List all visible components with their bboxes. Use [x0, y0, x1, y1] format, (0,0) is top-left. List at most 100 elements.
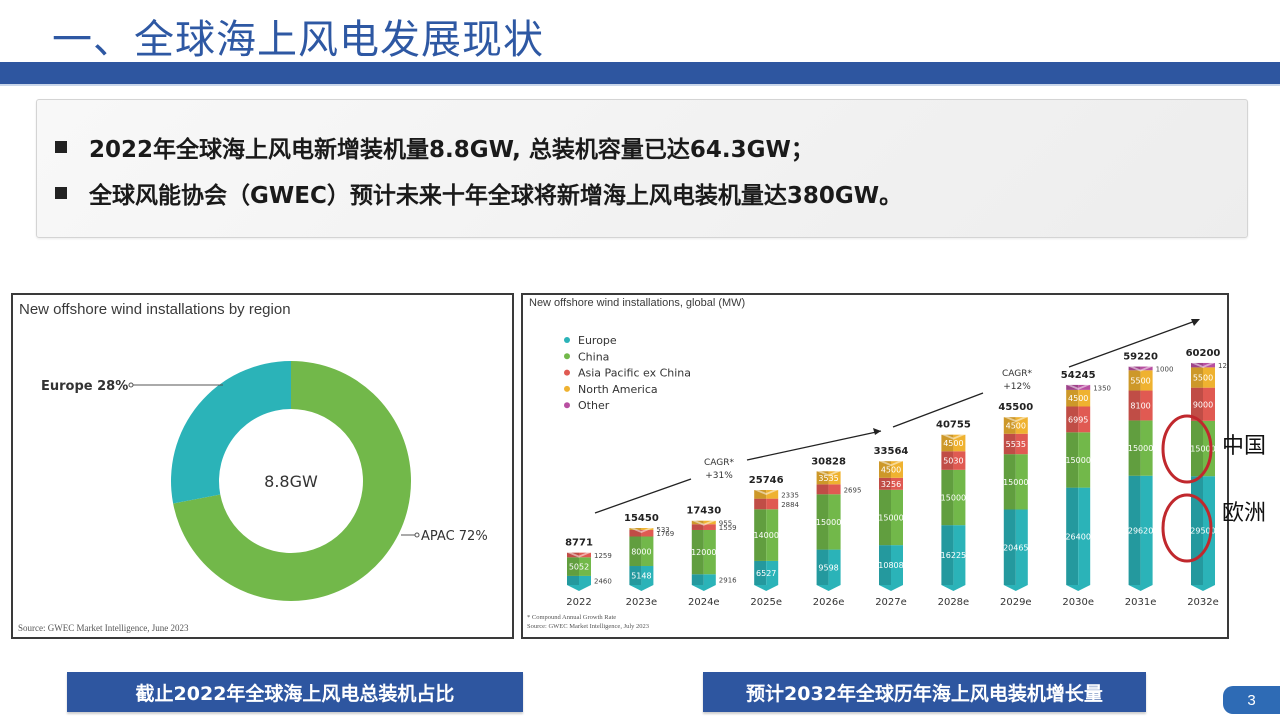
- bar-segment-europe: [1128, 475, 1141, 585]
- bar-segment-shade: [879, 545, 891, 585]
- cagr-value: +12%: [1003, 382, 1031, 392]
- legend-marker: [564, 385, 570, 392]
- bar-segment-shade: [879, 477, 891, 490]
- bar-segment-shade: [941, 525, 954, 585]
- bar-top-chevron: [1128, 364, 1153, 372]
- bar-segment-china: [579, 557, 591, 576]
- bar-segment-value: 4500: [943, 439, 963, 448]
- summary-box: 2022年全球海上风电新增装机量8.8GW, 总装机容量已达64.3GW； 全球…: [36, 99, 1248, 238]
- page-number: 3: [1223, 686, 1280, 714]
- bar-segment-value: 5030: [943, 457, 963, 466]
- bar-segment-shade: [1003, 417, 1016, 434]
- bullet-square-icon: [55, 187, 67, 199]
- bar-segment-asia-pacific-ex-china: [953, 451, 966, 470]
- bar-segment-china: [641, 536, 654, 567]
- bar-total-label: 60200: [1186, 348, 1221, 359]
- bar-segment-europe: [629, 566, 642, 585]
- bar-footnote: * Compound Annual Growth Rate: [527, 614, 617, 621]
- bar-segment-china: [567, 557, 579, 576]
- legend-marker: [564, 337, 570, 343]
- bar-segment-china: [879, 489, 891, 546]
- x-tick-label: 2027e: [875, 597, 907, 608]
- bar-segment-asia-pacific-ex-china: [1140, 390, 1153, 421]
- bar-segment-shade: [567, 575, 579, 585]
- bar-base-chevron: [1003, 585, 1028, 591]
- bar-segment-value: 16225: [941, 551, 966, 560]
- bar-segment-value: 2460: [594, 577, 612, 585]
- bar-segment-value: 15000: [1065, 456, 1090, 465]
- bar-total-label: 45500: [998, 402, 1033, 413]
- bar-segment-china: [941, 469, 954, 526]
- bar-segment-asia-pacific-ex-china: [1203, 387, 1215, 421]
- bar-segment-china: [766, 509, 779, 561]
- x-tick-label: 2025e: [750, 597, 782, 608]
- donut-center-label: 8.8GW: [264, 472, 318, 491]
- bar-segment-value: 20465: [1003, 543, 1028, 552]
- summary-bullet: 2022年全球海上风电新增装机量8.8GW, 总装机容量已达64.3GW；: [55, 130, 814, 164]
- bar-top-chevron: [941, 432, 966, 440]
- bar-segment-asia-pacific-ex-china: [641, 529, 654, 537]
- bar-segment-asia-pacific-ex-china: [1066, 406, 1079, 433]
- bar-segment-value: 1559: [719, 524, 737, 532]
- bar-segment-shade: [1003, 454, 1016, 510]
- bar-segment-china: [1015, 454, 1028, 510]
- bar-segment-north-america: [754, 490, 767, 499]
- bar-total-label: 30828: [811, 456, 846, 467]
- bar-segment-north-america: [953, 434, 966, 452]
- bar-segment-value: 15000: [941, 493, 966, 502]
- donut-chart: 8.8GW Europe 28% APAC 72%: [41, 361, 488, 601]
- bar-segment-north-america: [1066, 389, 1079, 407]
- bar-top-chevron: [879, 459, 903, 467]
- bar-segment-asia-pacific-ex-china: [629, 529, 642, 537]
- bar-segment-value: 3256: [881, 480, 901, 489]
- page-title: 一、全球海上风电发展现状: [52, 17, 544, 63]
- bar-segment-value: 29500: [1190, 527, 1215, 536]
- trend-arrowhead: [873, 428, 881, 435]
- bar-segment-shade: [1066, 432, 1079, 488]
- bar-segment-europe: [703, 574, 716, 585]
- bar-total-label: 33564: [874, 446, 909, 457]
- bar-group: 29500 15000 9000 5500 1200 60200 2032e: [1186, 348, 1227, 608]
- bar-base-chevron: [629, 585, 654, 591]
- bar-segment-europe: [579, 575, 591, 585]
- donut-chart-panel: New offshore wind installations by regio…: [11, 293, 514, 639]
- bar-segment-europe: [828, 549, 841, 585]
- bar-segment-value: 12000: [691, 548, 716, 557]
- x-tick-label: 2023e: [626, 597, 658, 608]
- bar-segment-shade: [1191, 387, 1203, 421]
- donut-slice-europe: [171, 361, 291, 504]
- bar-segment-shade: [941, 469, 954, 526]
- bar-segment-shade: [879, 461, 891, 478]
- legend-marker: [564, 369, 570, 376]
- bar-group: 9598 15000 2695 3535 30828 2026e: [811, 456, 861, 608]
- europe-callout-label: 欧洲: [1222, 501, 1267, 526]
- cagr-label: CAGR*: [1002, 369, 1033, 379]
- bar-base-chevron: [567, 585, 591, 591]
- bar-segment-shade: [1003, 509, 1016, 585]
- bar-segment-shade: [754, 498, 767, 510]
- bar-segment-europe: [691, 574, 704, 585]
- x-tick-label: 2026e: [813, 597, 845, 608]
- bullet-square-icon: [55, 141, 67, 153]
- bar-segment-china: [953, 469, 966, 526]
- bar-segment-north-america: [1015, 417, 1028, 434]
- summary-bullet: 全球风能协会（GWEC）预计未来十年全球将新增海上风电装机量达380GW。: [55, 176, 902, 210]
- bar-group: 29620 15000 8100 5500 1000 59220 2031e: [1123, 352, 1173, 608]
- legend-label: Europe: [578, 334, 617, 347]
- bar-segment-europe: [567, 575, 579, 585]
- title-bar-underline: [0, 84, 1280, 86]
- bar-segment-north-america: [1128, 370, 1141, 391]
- bar-segment-shade: [1128, 390, 1141, 421]
- bar-segment-value: 5535: [1006, 440, 1026, 449]
- bar-segment-europe: [879, 545, 891, 585]
- bar-segment-europe: [1140, 475, 1153, 585]
- bar-segment-value: 15000: [878, 513, 903, 522]
- bar-segment-china: [1140, 420, 1153, 476]
- bar-total-label: 8771: [565, 538, 593, 549]
- bar-segment-asia-pacific-ex-china: [941, 451, 954, 470]
- bar-segment-asia-pacific-ex-china: [1128, 390, 1141, 421]
- bar-segment-value: 29620: [1128, 526, 1153, 535]
- bar-segment-value: 15000: [1003, 478, 1028, 487]
- legend-label: Other: [578, 399, 610, 412]
